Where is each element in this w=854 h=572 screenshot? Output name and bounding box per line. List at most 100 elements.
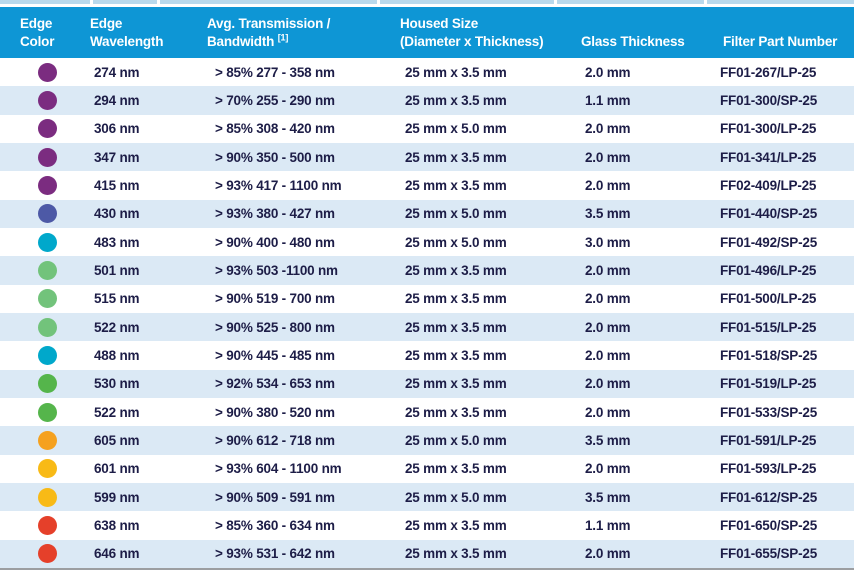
transmission-bandwidth-cell: > 93% 380 - 427 nm [215,206,335,222]
edge-color-cell [0,430,90,450]
edge-color-dot [38,515,57,535]
transmission-bandwidth-cell: > 90% 350 - 500 nm [215,149,335,165]
housed-size-cell: 25 mm x 5.0 mm [405,206,507,222]
edge-color-cell [0,232,90,252]
edge-color-cell [0,459,90,479]
transmission-bandwidth-cell: > 70% 255 - 290 nm [215,92,335,108]
housed-size-cell: 25 mm x 5.0 mm [405,121,507,137]
glass-thickness-cell: 2.0 mm [585,64,631,80]
top-border-segment [707,0,854,4]
glass-thickness-cell: 2.0 mm [585,262,631,278]
glass-thickness-cell: 3.5 mm [585,432,631,448]
top-border-segment [557,0,704,4]
filter-part-number-cell: FF01-519/LP-25 [720,376,817,392]
table-row: 515 nm > 90% 519 - 700 nm 25 mm x 3.5 mm… [0,284,854,313]
glass-thickness-cell: 2.0 mm [585,177,631,193]
edge-wavelength-cell: 638 nm [94,517,140,533]
table-row: 501 nm > 93% 503 -1100 nm 25 mm x 3.5 mm… [0,256,854,285]
housed-size-cell: 25 mm x 3.5 mm [405,64,507,80]
transmission-bandwidth-cell: > 93% 531 - 642 nm [215,546,335,562]
header-line: Housed Size [400,16,479,31]
header-line: Edge [20,16,53,31]
table-row: 483 nm > 90% 400 - 480 nm 25 mm x 5.0 mm… [0,227,854,257]
table-row: 415 nm > 93% 417 - 1100 nm 25 mm x 3.5 m… [0,171,854,200]
header-line: Avg. Transmission / [207,16,331,31]
filter-part-number-cell: FF01-515/LP-25 [720,319,817,335]
edge-wavelength-cell: 530 nm [94,376,140,392]
edge-color-dot [38,204,57,224]
housed-size-cell: 25 mm x 3.5 mm [405,149,507,165]
header-line: Glass Thickness [581,34,685,49]
filter-part-number-cell: FF01-300/SP-25 [720,92,817,108]
edge-color-cell [0,260,90,280]
edge-wavelength-cell: 601 nm [94,461,140,477]
transmission-bandwidth-cell: > 90% 380 - 520 nm [215,404,335,420]
edge-color-cell [0,544,90,564]
top-border-gap [554,0,557,4]
housed-size-cell: 25 mm x 3.5 mm [405,461,507,477]
glass-thickness-cell: 2.0 mm [585,376,631,392]
transmission-bandwidth-cell: > 85% 308 - 420 nm [215,121,335,137]
filter-part-number-cell: FF01-496/LP-25 [720,262,817,278]
top-border-gap [0,4,854,7]
edge-color-cell [0,90,90,110]
edge-color-dot [38,374,57,394]
header-glass-thickness: Glass Thickness [578,7,716,58]
filter-part-number-cell: FF01-500/LP-25 [720,291,817,307]
header-filter-part-number: Filter Part Number [716,7,854,58]
table-row: 430 nm > 93% 380 - 427 nm 25 mm x 5.0 mm… [0,199,854,228]
housed-size-cell: 25 mm x 3.5 mm [405,177,507,193]
table-row: 488 nm > 90% 445 - 485 nm 25 mm x 3.5 mm… [0,341,854,370]
footnote-marker: [1] [277,32,289,43]
housed-size-cell: 25 mm x 3.5 mm [405,517,507,533]
edge-wavelength-cell: 515 nm [94,291,140,307]
transmission-bandwidth-cell: > 90% 525 - 800 nm [215,319,335,335]
edge-wavelength-cell: 646 nm [94,546,140,562]
filter-part-number-cell: FF01-341/LP-25 [720,149,817,165]
table-row: 599 nm > 90% 509 - 591 nm 25 mm x 5.0 mm… [0,482,854,512]
edge-color-cell [0,317,90,337]
table-row: 347 nm > 90% 350 - 500 nm 25 mm x 3.5 mm… [0,142,854,172]
transmission-bandwidth-cell: > 90% 612 - 718 nm [215,432,335,448]
filter-part-number-cell: FF01-300/LP-25 [720,121,817,137]
transmission-bandwidth-cell: > 93% 417 - 1100 nm [215,177,342,193]
glass-thickness-cell: 2.0 mm [585,319,631,335]
header-line: (Diameter x Thickness) [400,34,544,49]
header-edge-color: Edge Color [0,7,90,58]
housed-size-cell: 25 mm x 3.5 mm [405,347,507,363]
glass-thickness-cell: 2.0 mm [585,461,631,477]
top-border-segment [380,0,554,4]
glass-thickness-cell: 2.0 mm [585,291,631,307]
top-border-gap [704,0,707,4]
top-border-gap [377,0,380,4]
edge-wavelength-cell: 501 nm [94,262,140,278]
edge-color-cell [0,515,90,535]
edge-color-dot [38,459,57,479]
edge-color-dot [38,430,57,450]
housed-size-cell: 25 mm x 3.5 mm [405,291,507,307]
edge-color-dot [38,90,57,110]
edge-color-cell [0,402,90,422]
housed-size-cell: 25 mm x 5.0 mm [405,432,507,448]
edge-color-dot [38,402,57,422]
edge-wavelength-cell: 483 nm [94,234,140,250]
top-border-segment [0,0,90,4]
edge-color-cell [0,175,90,195]
edge-wavelength-cell: 599 nm [94,489,140,505]
table-row: 601 nm > 93% 604 - 1100 nm 25 mm x 3.5 m… [0,454,854,483]
edge-color-dot [38,175,57,195]
edge-color-cell [0,374,90,394]
header-line: Bandwidth [1] [207,33,400,51]
filter-part-number-cell: FF01-650/SP-25 [720,517,817,533]
housed-size-cell: 25 mm x 5.0 mm [405,234,507,250]
edge-color-cell [0,487,90,507]
edge-wavelength-cell: 415 nm [94,177,140,193]
filter-part-number-cell: FF01-533/SP-25 [720,404,817,420]
glass-thickness-cell: 1.1 mm [585,517,631,533]
edge-color-dot [38,232,57,252]
edge-color-cell [0,62,90,82]
header-housed-size: Housed Size (Diameter x Thickness) [400,7,578,58]
housed-size-cell: 25 mm x 3.5 mm [405,92,507,108]
housed-size-cell: 25 mm x 3.5 mm [405,404,507,420]
